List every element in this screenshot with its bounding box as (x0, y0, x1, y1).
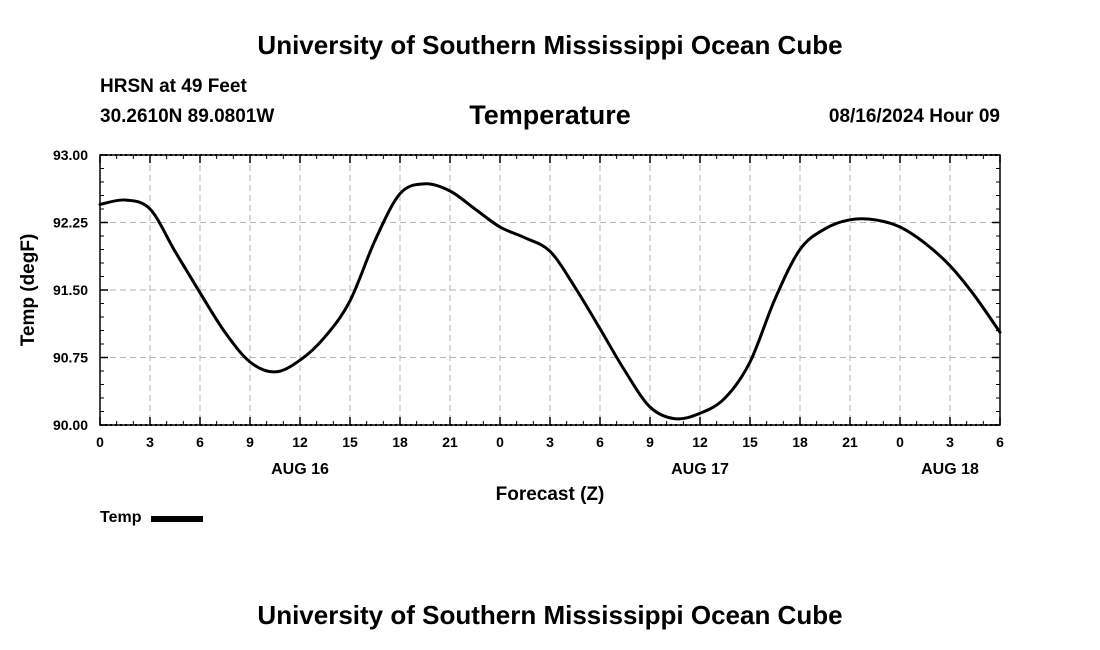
x-tick-label: 3 (546, 434, 554, 450)
x-tick-label: 15 (742, 434, 758, 450)
x-tick-label: 9 (646, 434, 654, 450)
x-tick-label: 0 (896, 434, 904, 450)
x-tick-label: 6 (596, 434, 604, 450)
x-tick-label: 18 (792, 434, 808, 450)
legend-swatch (151, 516, 204, 522)
y-axis-label: Temp (degF) (18, 234, 39, 347)
y-tick-label: 90.00 (53, 417, 88, 433)
station-coordinates: 30.2610N 89.0801W (100, 106, 275, 127)
x-tick-label: 21 (842, 434, 858, 450)
label-layer: 0 3 6 9 12 15 18 21 0 3 6 9 12 15 18 21 0 3 6 90.00 90.75 91.… (53, 147, 1004, 478)
x-tick-label: 0 (496, 434, 504, 450)
footer-title: University of Southern Mississippi Ocean… (257, 600, 843, 630)
date-label: AUG 18 (921, 461, 979, 478)
y-tick-label: 91.50 (53, 282, 88, 298)
x-tick-label: 9 (246, 434, 254, 450)
legend: Temp (100, 509, 204, 527)
y-tick-label: 92.25 (53, 215, 88, 231)
chart-title: Temperature (469, 100, 631, 130)
x-tick-label: 0 (96, 434, 104, 450)
y-tick-label: 93.00 (53, 147, 88, 163)
x-tick-label: 21 (442, 434, 458, 450)
grid-layer (100, 155, 1000, 425)
x-tick-label: 6 (996, 434, 1004, 450)
x-tick-label: 15 (342, 434, 358, 450)
x-tick-label: 12 (692, 434, 708, 450)
tick-layer (99, 154, 1001, 426)
series-line-temp (98, 182, 1002, 421)
legend-label: Temp (100, 509, 142, 526)
x-tick-label: 3 (146, 434, 154, 450)
station-label: HRSN at 49 Feet (100, 76, 247, 97)
date-label: AUG 17 (671, 461, 729, 478)
x-axis-label: Forecast (Z) (496, 484, 605, 505)
x-tick-label: 3 (946, 434, 954, 450)
y-tick-label: 90.75 (53, 350, 88, 366)
x-tick-label: 12 (292, 434, 308, 450)
x-tick-label: 18 (392, 434, 408, 450)
date-label: AUG 16 (271, 461, 329, 478)
page-title: University of Southern Mississippi Ocean… (257, 30, 843, 60)
temperature-chart: 0 3 6 9 12 15 18 21 0 3 6 9 12 15 18 21 0 3 6 90.00 90.75 91.… (18, 147, 1004, 505)
x-tick-label: 6 (196, 434, 204, 450)
issued-time: 08/16/2024 Hour 09 (828, 106, 1000, 127)
